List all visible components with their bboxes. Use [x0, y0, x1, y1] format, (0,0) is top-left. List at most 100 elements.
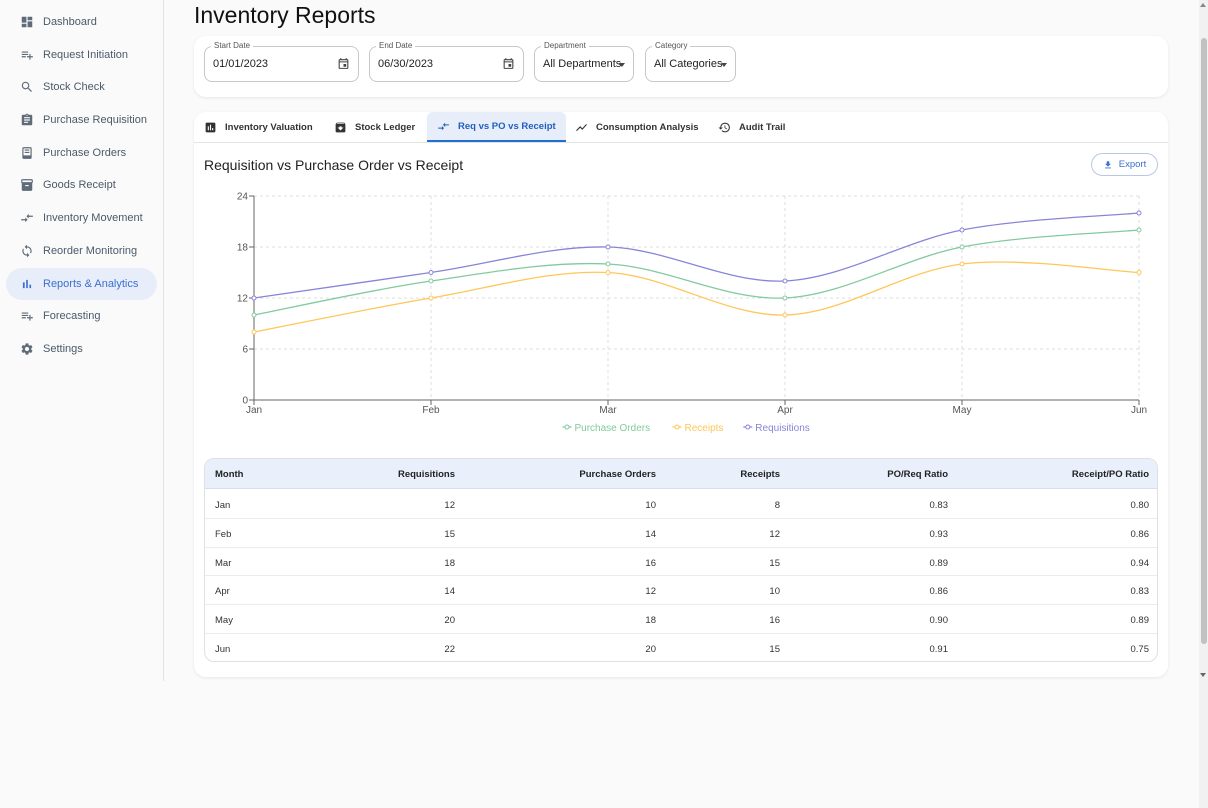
gear-icon — [20, 342, 34, 356]
chevron-down-icon — [619, 63, 625, 67]
start-date-field[interactable]: Start Date 01/01/2023 — [204, 41, 359, 82]
table-row: Apr 14 12 10 0.86 0.83 — [205, 576, 1157, 606]
x-tick-label: May — [953, 405, 972, 416]
department-value: All Departments — [543, 58, 622, 70]
legend-marker-purchase-orders — [564, 424, 570, 430]
report-panel: Inventory Valuation Stock Ledger Req vs … — [194, 112, 1168, 677]
data-point-receipts — [428, 295, 434, 301]
page-title: Inventory Reports — [194, 2, 376, 28]
playlist-add-icon — [20, 48, 34, 62]
data-point-receipts — [959, 261, 965, 267]
header-po-req-ratio: PO/Req Ratio — [887, 469, 948, 480]
end-date-field[interactable]: End Date 06/30/2023 — [369, 41, 524, 82]
sidebar-item-request-initiation[interactable]: Request Initiation — [6, 39, 157, 71]
assignment-icon — [20, 113, 34, 127]
sidebar-item-label: Request Initiation — [43, 48, 128, 61]
sidebar-item-label: Purchase Requisition — [43, 114, 147, 127]
x-tick-label: Jan — [246, 405, 262, 416]
sidebar-item-reports-analytics[interactable]: Reports & Analytics — [6, 267, 157, 300]
category-select[interactable]: Category All Categories — [645, 41, 736, 82]
data-point-receipts — [782, 312, 788, 318]
table-row: May 20 18 16 0.90 0.89 — [205, 605, 1157, 634]
cell-receipts: 10 — [769, 586, 780, 598]
legend-label-requisitions: Requisitions — [755, 423, 809, 434]
tab-inventory-valuation[interactable]: Inventory Valuation — [194, 112, 323, 142]
sidebar-item-inventory-movement[interactable]: Inventory Movement — [6, 202, 157, 234]
sidebar-item-reorder-monitoring[interactable]: Reorder Monitoring — [6, 235, 157, 267]
cell-po-req-ratio: 0.90 — [929, 615, 949, 627]
header-receipts: Receipts — [740, 469, 780, 480]
data-point-purchase-orders — [959, 244, 965, 250]
legend-marker-receipts — [674, 424, 680, 430]
tab-audit-trail[interactable]: Audit Trail — [708, 112, 795, 142]
data-point-requisitions — [251, 295, 257, 301]
table-header: Month Requisitions Purchase Orders Recei… — [205, 459, 1157, 489]
calendar-icon[interactable] — [502, 57, 515, 70]
scroll-down-arrow[interactable] — [1200, 673, 1206, 677]
sync-icon — [20, 244, 34, 258]
legend-label-purchase-orders: Purchase Orders — [575, 423, 651, 434]
data-point-purchase-orders — [428, 278, 434, 284]
cell-month: May — [215, 615, 233, 627]
department-label: Department — [541, 41, 589, 50]
cell-purchase-orders: 10 — [645, 500, 656, 511]
sidebar-item-label: Inventory Movement — [43, 212, 143, 225]
tab-stock-ledger[interactable]: Stock Ledger — [324, 112, 425, 142]
data-point-purchase-orders — [251, 312, 257, 318]
cell-receipt-po-ratio: 0.86 — [1130, 528, 1150, 540]
report-title: Requisition vs Purchase Order vs Receipt — [204, 157, 464, 173]
data-table: Month Requisitions Purchase Orders Recei… — [204, 458, 1158, 662]
data-point-receipts — [605, 270, 611, 275]
cell-receipt-po-ratio: 0.80 — [1130, 500, 1150, 511]
cell-receipts: 16 — [769, 615, 780, 627]
sidebar-item-label: Settings — [43, 342, 83, 355]
sidebar-item-label: Reports & Analytics — [43, 277, 139, 290]
cell-purchase-orders: 20 — [645, 644, 656, 655]
department-select[interactable]: Department All Departments — [534, 41, 634, 82]
sidebar-item-purchase-orders[interactable]: Purchase Orders — [6, 137, 157, 169]
cell-requisitions: 20 — [444, 615, 455, 627]
sidebar-item-forecasting[interactable]: Forecasting — [6, 300, 157, 332]
tab-label: Inventory Valuation — [225, 121, 313, 133]
report-tabs: Inventory Valuation Stock Ledger Req vs … — [194, 112, 1168, 143]
cell-receipts: 15 — [769, 557, 780, 569]
data-point-purchase-orders — [1136, 227, 1142, 233]
cell-month: Apr — [215, 586, 230, 598]
scrollbar-thumb[interactable] — [1201, 38, 1207, 644]
cell-purchase-orders: 16 — [645, 557, 656, 569]
header-receipt-po-ratio: Receipt/PO Ratio — [1071, 469, 1149, 480]
end-date-label: End Date — [376, 41, 416, 50]
scroll-up-arrow[interactable] — [1200, 3, 1206, 7]
cell-month: Jun — [215, 644, 231, 655]
sidebar-item-stock-check[interactable]: Stock Check — [6, 71, 157, 103]
cell-month: Mar — [215, 557, 232, 569]
data-point-receipts — [1136, 270, 1142, 275]
header-purchase-orders: Purchase Orders — [579, 469, 656, 480]
sidebar-item-goods-receipt[interactable]: Goods Receipt — [6, 169, 157, 201]
filter-bar: Start Date 01/01/2023 End Date 06/30/202… — [194, 36, 1168, 97]
series-line-receipts — [253, 261, 1140, 333]
calendar-icon[interactable] — [337, 57, 350, 70]
sidebar: Dashboard Request Initiation Stock Check… — [0, 0, 164, 681]
data-point-purchase-orders — [605, 261, 611, 267]
tab-consumption-analysis[interactable]: Consumption Analysis — [565, 112, 709, 142]
sidebar-item-dashboard[interactable]: Dashboard — [6, 6, 157, 38]
compare-arrows-icon — [438, 122, 449, 130]
sidebar-item-settings[interactable]: Settings — [6, 333, 157, 365]
y-tick-label: 18 — [237, 243, 249, 254]
start-date-label: Start Date — [211, 41, 254, 50]
bar-chart-icon — [20, 277, 34, 291]
header-month: Month — [215, 469, 244, 480]
bar-chart-icon — [205, 122, 216, 132]
scrollbar[interactable] — [1199, 0, 1208, 808]
sidebar-item-label: Goods Receipt — [43, 179, 116, 192]
archive-icon — [335, 122, 346, 132]
trending-icon — [576, 123, 587, 131]
category-label: Category — [652, 41, 691, 50]
export-button[interactable]: Export — [1091, 153, 1158, 176]
legend-label-receipts: Receipts — [685, 423, 724, 434]
tab-req-vs-po-vs-receipt[interactable]: Req vs PO vs Receipt — [427, 112, 566, 142]
sidebar-item-purchase-requisition[interactable]: Purchase Requisition — [6, 104, 157, 136]
data-point-receipts — [251, 329, 257, 335]
